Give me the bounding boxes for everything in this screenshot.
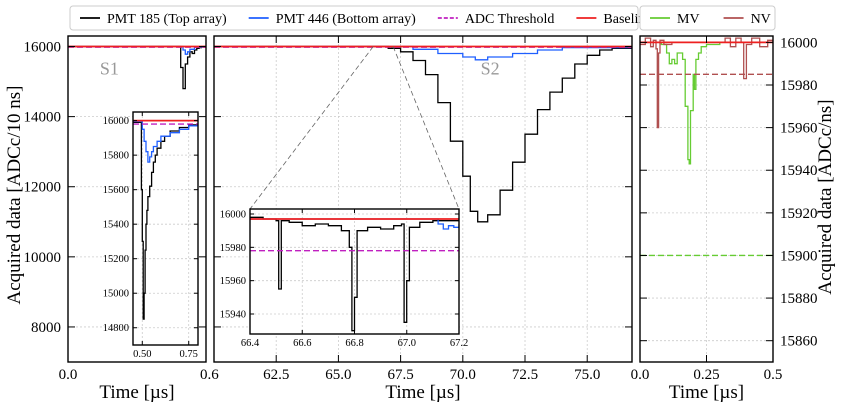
legend-label: ADC Threshold	[465, 12, 555, 27]
y-tick-label: 8000	[31, 320, 61, 336]
x-axis-label: Time [µs]	[99, 382, 174, 403]
zoom-connector-left	[249, 46, 374, 210]
s1-panel: 0.0 0.6 8000 10000 12000 14000 16000 Time [µs] A…	[4, 35, 219, 403]
x-tick-label: 0.0	[59, 367, 78, 383]
y-tick-label: 15980	[780, 78, 818, 94]
legend-main-box	[69, 5, 639, 31]
y-tick-label: 15860	[780, 334, 818, 350]
y-tick-label: 15000	[103, 289, 129, 300]
x-tick-label: 0.75	[180, 349, 198, 360]
y-tick-label: 15960	[780, 121, 818, 137]
y-tick-label: 12000	[24, 180, 62, 196]
s1-annotation: S1	[100, 59, 119, 79]
series-pmt-446-bottom-array-	[214, 45, 632, 61]
series-pmt-185-top-array-	[250, 216, 459, 332]
series-pmt-185-top-array-	[214, 45, 632, 223]
y-tick-label: 15940	[220, 310, 246, 321]
y-tick-label: 16000	[103, 116, 129, 127]
x-tick-label: 66.4	[241, 338, 260, 349]
legend-label: PMT 446 (Bottom array)	[276, 12, 416, 27]
x-axis-label: Time [µs]	[669, 382, 744, 403]
x-tick-label: 62.5	[263, 367, 289, 383]
y-tick-label: 15940	[780, 163, 818, 179]
x-axis-label: Time [µs]	[385, 382, 460, 403]
y-tick-label: 15880	[780, 291, 818, 307]
s2-annotation: S2	[481, 59, 500, 79]
y-tick-label: 15960	[220, 276, 246, 287]
zoom-connector-right	[392, 46, 460, 210]
x-tick-label: 0.25	[693, 367, 719, 383]
x-tick-label: 67.2	[450, 338, 468, 349]
y-tick-label: 15980	[220, 243, 246, 254]
y-tick-label: 16000	[24, 40, 62, 56]
y-axis-label: Acquired data [ADCc/10 ns]	[4, 86, 25, 305]
s1_inset-panel: 0.50 0.75 14800 15000 15200 15400 15600 15800 16…	[103, 111, 199, 360]
x-tick-label: 75.0	[574, 367, 600, 383]
x-tick-label: 67.5	[387, 367, 413, 383]
y-tick-label: 15400	[103, 220, 129, 231]
x-tick-label: 72.5	[512, 367, 538, 383]
veto-series	[640, 37, 773, 257]
legend-label: PMT 185 (Top array)	[107, 12, 227, 27]
series-nv	[640, 37, 773, 129]
y-tick-label: 14000	[24, 110, 62, 126]
y-axis-label: Acquired data [ADCc/ns]	[815, 99, 836, 294]
y-tick-label: 15900	[780, 248, 818, 264]
s2-series	[214, 45, 632, 223]
s1_inset-frame	[132, 111, 199, 346]
x-tick-label: 0.6	[200, 367, 219, 383]
x-tick-label: 67.0	[398, 338, 416, 349]
y-tick-label: 15200	[103, 254, 129, 265]
s1-series	[68, 45, 206, 90]
x-tick-label: 70.0	[450, 367, 476, 383]
y-tick-label: 15600	[103, 185, 129, 196]
legend-main: PMT 185 (Top array) PMT 446 (Bottom array…	[69, 5, 652, 31]
y-tick-label: 15920	[780, 206, 818, 222]
y-tick-label: 14800	[103, 323, 129, 334]
x-tick-label: 66.6	[293, 338, 311, 349]
legend-veto: MV NV	[639, 5, 776, 31]
y-tick-label: 16000	[220, 210, 246, 221]
legend-veto-box	[639, 5, 776, 31]
legend-label: NV	[751, 12, 771, 27]
y-tick-label: 10000	[24, 250, 62, 266]
y-tick-label: 15800	[103, 151, 129, 162]
x-tick-label: 65.0	[325, 367, 351, 383]
s2-frame	[213, 35, 633, 363]
s1_inset-series	[133, 119, 198, 320]
veto-panel: 0.0 0.25 0.5 15860 15880 15900 15920 15940 15960…	[631, 35, 836, 403]
s2_inset-series	[250, 216, 459, 332]
s1-frame	[67, 35, 207, 363]
series-pmt-446-bottom-array-	[133, 120, 198, 163]
legend-label: MV	[677, 12, 700, 27]
x-tick-label: 0.5	[764, 367, 783, 383]
x-tick-label: 0.50	[133, 349, 151, 360]
s2_inset-panel: 66.4 66.6 66.8 67.0 67.2 15940 15960 15980 16000	[220, 208, 468, 349]
x-tick-label: 0.0	[631, 367, 650, 383]
x-tick-label: 66.8	[345, 338, 363, 349]
y-tick-label: 16000	[780, 35, 818, 51]
series-mv	[640, 41, 773, 165]
